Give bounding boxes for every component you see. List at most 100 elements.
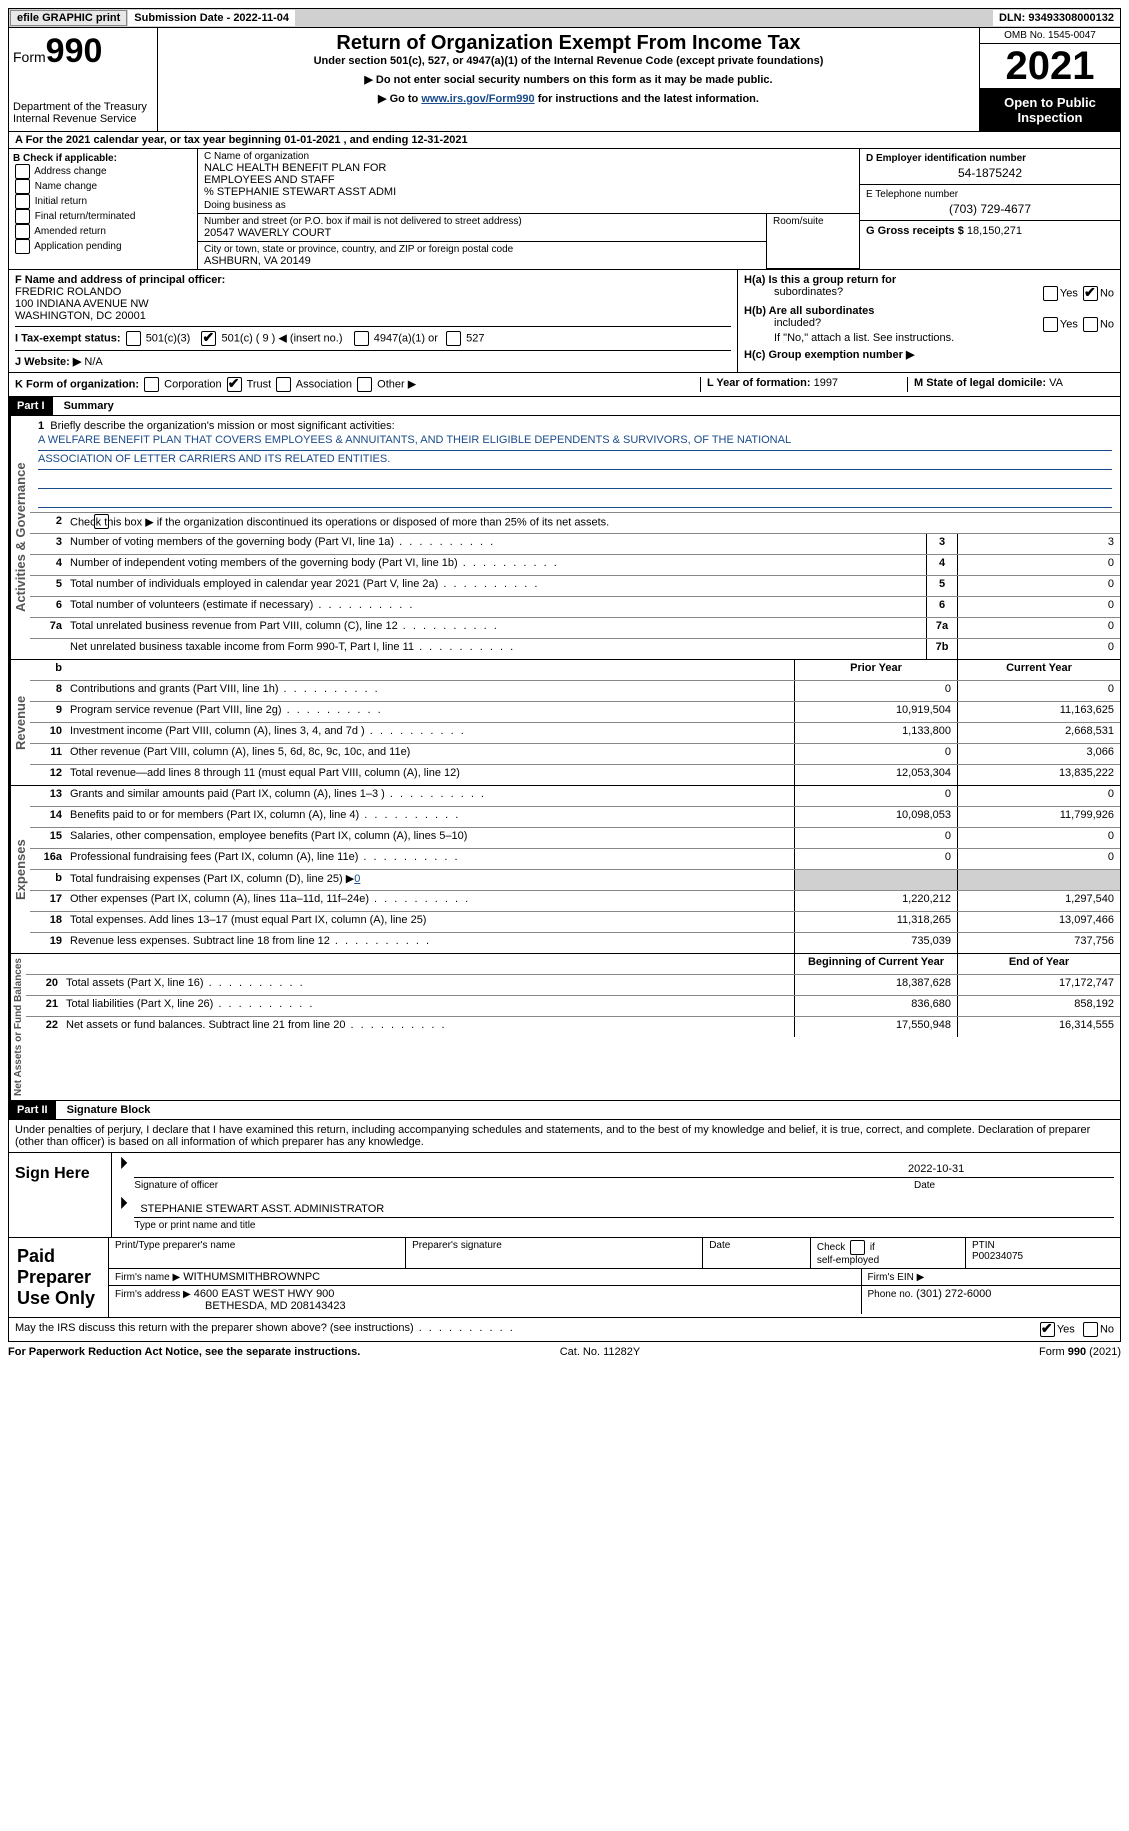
vtab-rev: Revenue — [9, 660, 30, 785]
form-subtitle-1: Under section 501(c), 527, or 4947(a)(1)… — [162, 55, 975, 67]
mission-line3 — [38, 470, 1112, 489]
firm-name: WITHUMSMITHBROWNPC — [183, 1271, 320, 1283]
part2-title: Signature Block — [59, 1104, 151, 1116]
line11-text: Other revenue (Part VIII, column (A), li… — [66, 744, 794, 764]
chk-address-change[interactable] — [15, 164, 30, 179]
line8-prior: 0 — [794, 681, 957, 701]
chk-trust[interactable] — [227, 377, 242, 392]
part1-badge: Part I — [9, 397, 53, 415]
hdr-eoy: End of Year — [957, 954, 1120, 974]
line7a-num: 7a — [926, 618, 957, 638]
efile-print-button[interactable]: efile GRAPHIC print — [10, 10, 127, 26]
line6-val: 0 — [957, 597, 1120, 617]
line3-text: Number of voting members of the governin… — [66, 534, 926, 554]
chk-hb-yes[interactable] — [1043, 317, 1058, 332]
chk-501c[interactable] — [201, 331, 216, 346]
section-fh: F Name and address of principal officer:… — [8, 270, 1121, 373]
chk-other[interactable] — [357, 377, 372, 392]
part2-badge: Part II — [9, 1101, 56, 1119]
lbl-final-return: Final return/terminated — [35, 211, 136, 222]
line4-text: Number of independent voting members of … — [66, 555, 926, 575]
org-name-2: EMPLOYEES AND STAFF — [204, 174, 853, 186]
col-c-org: C Name of organization NALC HEALTH BENEF… — [198, 149, 860, 269]
line20-boy: 18,387,628 — [794, 975, 957, 995]
chk-hb-no[interactable] — [1083, 317, 1098, 332]
line6-num: 6 — [926, 597, 957, 617]
part1-header: Part I Summary — [8, 397, 1121, 416]
line7b-num: 7b — [926, 639, 957, 659]
chk-line2[interactable] — [94, 514, 109, 529]
top-bar: efile GRAPHIC print Submission Date - 20… — [8, 8, 1121, 28]
chk-527[interactable] — [446, 331, 461, 346]
sig-declaration: Under penalties of perjury, I declare th… — [9, 1120, 1120, 1153]
line9-prior: 10,919,504 — [794, 702, 957, 722]
officer-name: FREDRIC ROLANDO — [15, 286, 731, 298]
chk-ha-yes[interactable] — [1043, 286, 1058, 301]
chk-assoc[interactable] — [276, 377, 291, 392]
line11-prior: 0 — [794, 744, 957, 764]
line3-val: 3 — [957, 534, 1120, 554]
line4-val: 0 — [957, 555, 1120, 575]
form-number: Form990 — [13, 32, 153, 71]
chk-4947[interactable] — [354, 331, 369, 346]
lbl-trust: Trust — [247, 378, 272, 390]
net-assets-section: Net Assets or Fund Balances Beginning of… — [8, 954, 1121, 1101]
chk-corp[interactable] — [144, 377, 159, 392]
line18-current: 13,097,466 — [957, 912, 1120, 932]
ein-label: D Employer identification number — [866, 153, 1114, 164]
line12-current: 13,835,222 — [957, 765, 1120, 785]
part1-title: Summary — [56, 400, 114, 412]
chk-discuss-yes[interactable] — [1040, 1322, 1055, 1337]
chk-self-employed[interactable] — [850, 1240, 865, 1255]
line18-prior: 11,318,265 — [794, 912, 957, 932]
chk-discuss-no[interactable] — [1083, 1322, 1098, 1337]
chk-501c3[interactable] — [126, 331, 141, 346]
chk-initial-return[interactable] — [15, 194, 30, 209]
line11-current: 3,066 — [957, 744, 1120, 764]
discuss-no: No — [1100, 1323, 1114, 1335]
page-footer: For Paperwork Reduction Act Notice, see … — [8, 1342, 1121, 1362]
col-de: D Employer identification number 54-1875… — [860, 149, 1120, 269]
chk-ha-no[interactable] — [1083, 286, 1098, 301]
chk-final-return[interactable] — [15, 209, 30, 224]
l-value: 1997 — [814, 377, 838, 389]
officer-addr1: 100 INDIANA AVENUE NW — [15, 298, 731, 310]
line10-current: 2,668,531 — [957, 723, 1120, 743]
discuss-yes: Yes — [1057, 1323, 1075, 1335]
irs-link[interactable]: www.irs.gov/Form990 — [421, 93, 534, 105]
line20-eoy: 17,172,747 — [957, 975, 1120, 995]
revenue-section: Revenue bPrior YearCurrent Year 8Contrib… — [8, 660, 1121, 786]
b-header: B Check if applicable: — [13, 153, 193, 164]
i-label: I Tax-exempt status: — [15, 332, 121, 344]
line5-val: 0 — [957, 576, 1120, 596]
hb-line2: included? — [744, 317, 821, 332]
line14-text: Benefits paid to or for members (Part IX… — [66, 807, 794, 827]
form-title: Return of Organization Exempt From Incom… — [162, 32, 975, 55]
m-label: M State of legal domicile: — [914, 377, 1046, 389]
chk-app-pending[interactable] — [15, 239, 30, 254]
street-value: 20547 WAVERLY COURT — [204, 227, 760, 239]
paid-preparer-block: Paid Preparer Use Only Print/Type prepar… — [8, 1238, 1121, 1318]
line16b-current — [957, 870, 1120, 890]
line19-current: 737,756 — [957, 933, 1120, 953]
line18-text: Total expenses. Add lines 13–17 (must eq… — [66, 912, 794, 932]
chk-name-change[interactable] — [15, 179, 30, 194]
vtab-exp: Expenses — [9, 786, 30, 953]
line17-text: Other expenses (Part IX, column (A), lin… — [66, 891, 794, 911]
gross-receipts-value: 18,150,271 — [967, 225, 1022, 237]
activities-governance: Activities & Governance 1 Briefly descri… — [8, 416, 1121, 660]
goto-prefix: ▶ Go to — [378, 93, 421, 105]
line7a-val: 0 — [957, 618, 1120, 638]
dln: DLN: 93493308000132 — [993, 10, 1120, 26]
line8-current: 0 — [957, 681, 1120, 701]
f-label: F Name and address of principal officer: — [15, 274, 731, 286]
firm-addr2: BETHESDA, MD 208143423 — [205, 1300, 346, 1312]
line3-num: 3 — [926, 534, 957, 554]
line13-current: 0 — [957, 786, 1120, 806]
section-bcdeg: B Check if applicable: Address change Na… — [8, 149, 1121, 270]
lbl-name-change: Name change — [35, 181, 97, 192]
chk-amended-return[interactable] — [15, 224, 30, 239]
hdr-current-year: Current Year — [957, 660, 1120, 680]
goto-suffix: for instructions and the latest informat… — [535, 93, 759, 105]
open-line1: Open to Public — [982, 95, 1118, 110]
